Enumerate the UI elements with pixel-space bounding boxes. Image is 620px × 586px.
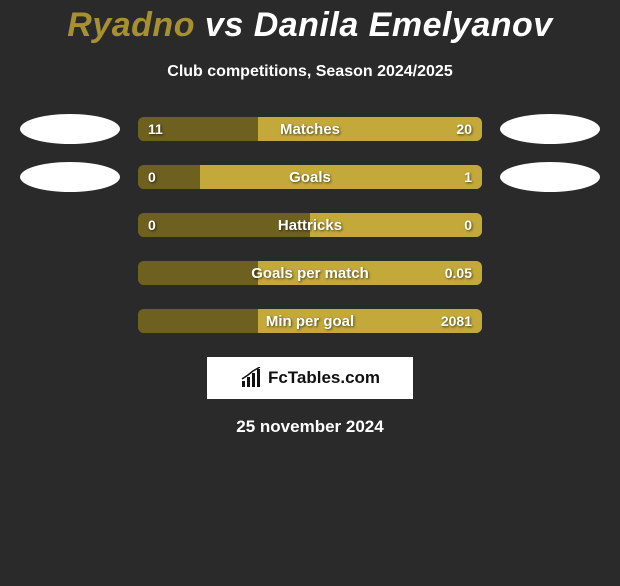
stat-bar: 01Goals bbox=[138, 165, 482, 189]
stat-label: Min per goal bbox=[138, 309, 482, 333]
chart-icon bbox=[240, 367, 264, 389]
stat-row: 1120Matches bbox=[0, 117, 620, 141]
player1-oval bbox=[20, 162, 120, 192]
branding-text: FcTables.com bbox=[268, 368, 380, 388]
stat-bar: 2081Min per goal bbox=[138, 309, 482, 333]
stat-label: Matches bbox=[138, 117, 482, 141]
stat-bar: 1120Matches bbox=[138, 117, 482, 141]
stat-row: 01Goals bbox=[0, 165, 620, 189]
player2-name: Danila Emelyanov bbox=[254, 6, 553, 44]
player1-oval bbox=[20, 114, 120, 144]
date-label: 25 november 2024 bbox=[0, 417, 620, 437]
vs-label: vs bbox=[205, 6, 244, 44]
stat-label: Goals bbox=[138, 165, 482, 189]
stats-container: 1120Matches 01Goals 00Hattricks 0.05Goals p… bbox=[0, 117, 620, 333]
subtitle: Club competitions, Season 2024/2025 bbox=[0, 63, 620, 81]
stat-row: 2081Min per goal bbox=[0, 309, 620, 333]
stat-row: 0.05Goals per match bbox=[0, 261, 620, 285]
stat-row: 00Hattricks bbox=[0, 213, 620, 237]
player2-oval bbox=[500, 162, 600, 192]
stat-bar: 0.05Goals per match bbox=[138, 261, 482, 285]
stat-bar: 00Hattricks bbox=[138, 213, 482, 237]
branding-box: FcTables.com bbox=[207, 357, 413, 399]
stat-label: Hattricks bbox=[138, 213, 482, 237]
player2-oval bbox=[500, 114, 600, 144]
comparison-title: Ryadno vs Danila Emelyanov bbox=[0, 6, 620, 45]
stat-label: Goals per match bbox=[138, 261, 482, 285]
player1-name: Ryadno bbox=[67, 6, 195, 44]
